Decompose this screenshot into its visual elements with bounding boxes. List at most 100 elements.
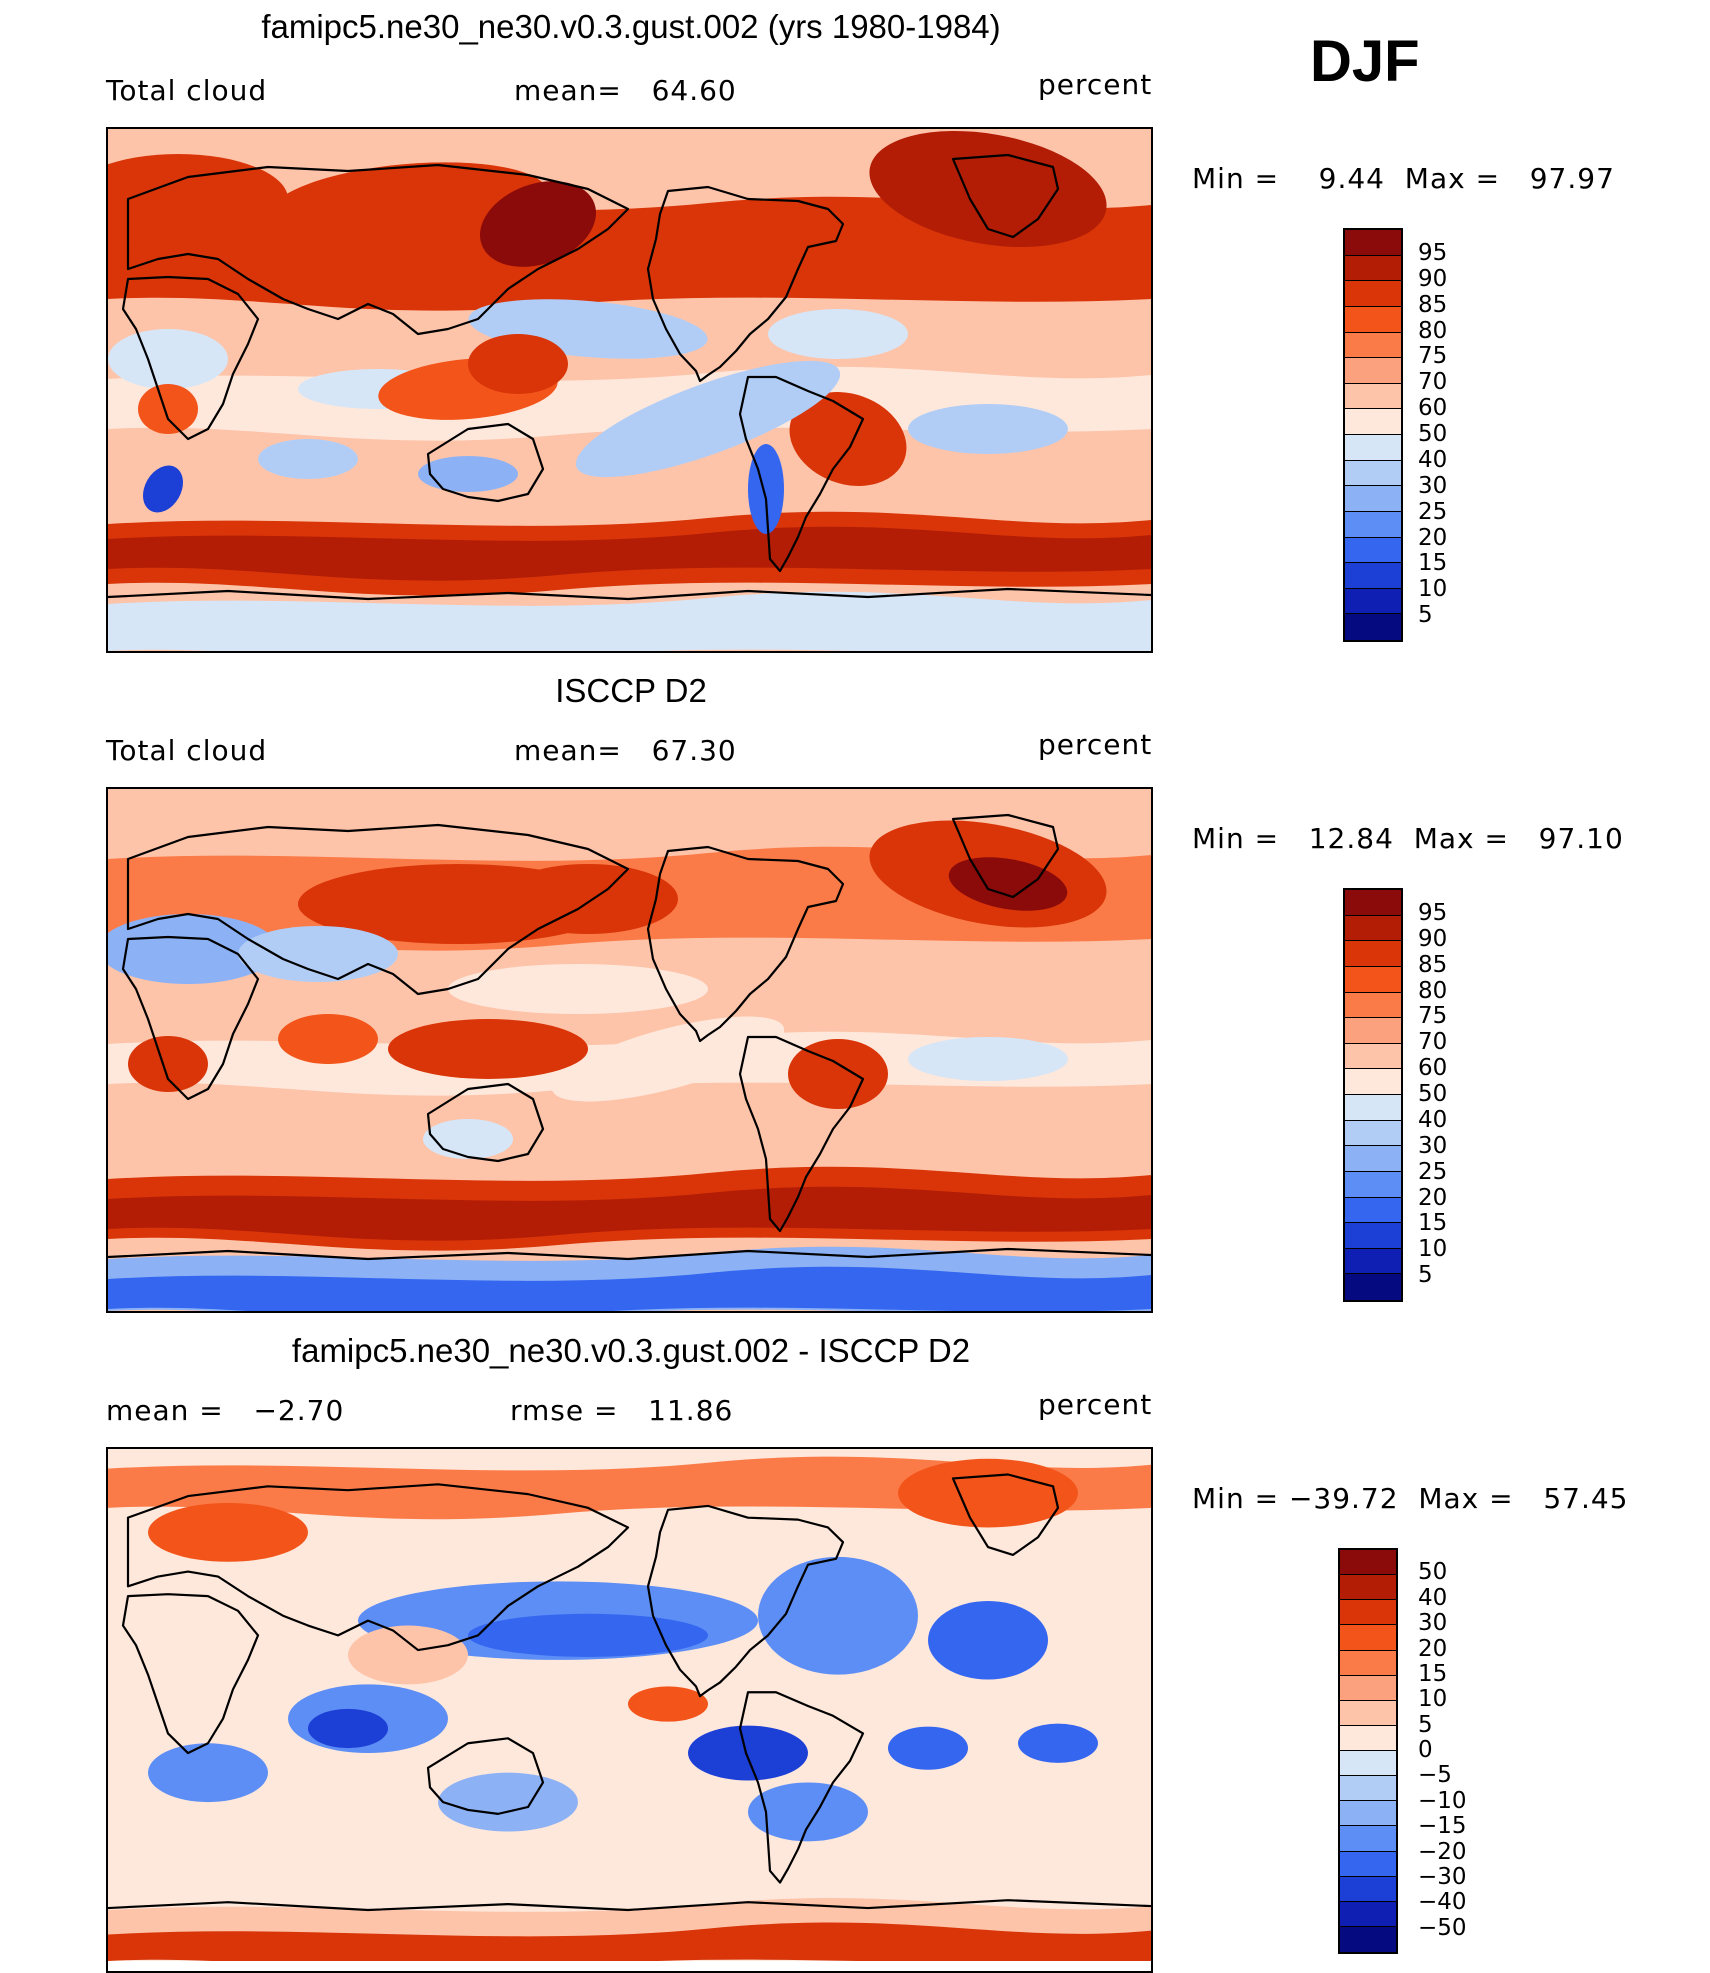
panel-3-units-label: percent xyxy=(1038,1388,1153,1421)
colorbar-swatch xyxy=(1345,1223,1401,1249)
colorbar-swatch xyxy=(1340,1826,1396,1852)
colorbar-swatch xyxy=(1345,537,1401,564)
panel-2-units-label: percent xyxy=(1038,728,1153,761)
colorbar-tick-label: 10 xyxy=(1418,576,1448,603)
panel-2-title: ISCCP D2 xyxy=(555,672,707,709)
colorbar-tick-label: 5 xyxy=(1418,1711,1433,1738)
colorbar-tick-label: −10 xyxy=(1418,1787,1467,1814)
colorbar-swatch xyxy=(1345,306,1401,333)
colorbar-tick-label: 25 xyxy=(1418,1158,1448,1185)
colorbar-tick-label: 80 xyxy=(1418,977,1448,1004)
colorbar-swatch xyxy=(1345,614,1401,640)
colorbar-swatch xyxy=(1345,435,1401,461)
colorbar-tick-label: −50 xyxy=(1418,1914,1467,1941)
colorbar-swatch xyxy=(1340,1550,1396,1576)
colorbar-swatch xyxy=(1340,1901,1396,1927)
colorbar-swatch xyxy=(1340,1751,1396,1777)
colorbar-tick-label: 0 xyxy=(1418,1737,1433,1763)
colorbar-tick-label: 5 xyxy=(1418,602,1433,629)
colorbar-tick-label: 30 xyxy=(1418,1132,1448,1159)
colorbar-tick-label: 5 xyxy=(1418,1262,1433,1289)
colorbar-swatch xyxy=(1340,1700,1396,1726)
colorbar-tick-label: 50 xyxy=(1418,421,1448,447)
colorbar-swatch xyxy=(1340,1675,1396,1701)
colorbar-swatch xyxy=(1345,1120,1401,1147)
colorbar-swatch xyxy=(1340,1801,1396,1827)
panel-1-mean-label: mean= 64.60 xyxy=(514,74,737,107)
panel-1-title: famipc5.ne30_ne30.v0.3.gust.002 (yrs 198… xyxy=(261,8,1001,45)
colorbar-tick-label: 85 xyxy=(1418,291,1448,318)
panel-2-map xyxy=(106,787,1153,1313)
colorbar-swatch xyxy=(1340,1876,1396,1902)
colorbar-tick-label: 60 xyxy=(1418,395,1448,422)
colorbar-swatch xyxy=(1345,915,1401,942)
panel-3-map xyxy=(106,1447,1153,1973)
colorbar-tick-label: 70 xyxy=(1418,369,1448,396)
panel-1-contour-field xyxy=(108,129,1151,651)
colorbar-tick-label: 70 xyxy=(1418,1029,1448,1056)
panel-3-colorbar xyxy=(1338,1548,1398,1954)
colorbar-swatch xyxy=(1340,1650,1396,1676)
season-label: DJF xyxy=(1310,29,1420,94)
panel-2-contour-field xyxy=(108,789,1151,1311)
colorbar-tick-label: −20 xyxy=(1418,1838,1467,1865)
colorbar-swatch xyxy=(1345,1069,1401,1095)
colorbar-swatch xyxy=(1345,941,1401,967)
colorbar-tick-label: 15 xyxy=(1418,1210,1448,1237)
colorbar-swatch xyxy=(1340,1600,1396,1626)
colorbar-tick-label: 90 xyxy=(1418,265,1448,292)
colorbar-swatch xyxy=(1345,255,1401,282)
colorbar-tick-label: 80 xyxy=(1418,317,1448,344)
panel-1-units-label: percent xyxy=(1038,68,1153,101)
colorbar-tick-label: 50 xyxy=(1418,1081,1448,1107)
panel-1-minmax: Min = 9.44 Max = 97.97 xyxy=(1192,162,1615,195)
colorbar-swatch xyxy=(1345,1197,1401,1224)
panel-1-left-label: Total cloud xyxy=(106,74,268,107)
panel-1-map xyxy=(106,127,1153,653)
colorbar-tick-label: −15 xyxy=(1418,1813,1467,1840)
colorbar-swatch xyxy=(1340,1926,1396,1952)
colorbar-swatch xyxy=(1345,460,1401,487)
colorbar-tick-label: 40 xyxy=(1418,1106,1448,1133)
colorbar-swatch xyxy=(1345,511,1401,538)
panel-2-mean-label: mean= 67.30 xyxy=(514,734,737,767)
colorbar-tick-label: 40 xyxy=(1418,1584,1448,1611)
colorbar-tick-label: −40 xyxy=(1418,1889,1467,1916)
colorbar-swatch xyxy=(1345,409,1401,435)
colorbar-swatch xyxy=(1345,383,1401,410)
colorbar-swatch xyxy=(1340,1575,1396,1601)
colorbar-tick-label: 75 xyxy=(1418,1003,1448,1030)
colorbar-tick-label: 50 xyxy=(1418,1559,1448,1586)
panel-3-title: famipc5.ne30_ne30.v0.3.gust.002 - ISCCP … xyxy=(291,1332,971,1369)
colorbar-tick-label: 95 xyxy=(1418,239,1448,266)
panel-1-colorbar xyxy=(1343,228,1403,642)
panel-3-rmse-label: rmse = 11.86 xyxy=(510,1394,734,1427)
colorbar-tick-label: 20 xyxy=(1418,1184,1448,1211)
colorbar-tick-label: 20 xyxy=(1418,524,1448,551)
colorbar-swatch xyxy=(1340,1725,1396,1751)
colorbar-tick-label: 75 xyxy=(1418,343,1448,370)
colorbar-swatch xyxy=(1340,1851,1396,1877)
colorbar-swatch xyxy=(1345,332,1401,359)
colorbar-swatch xyxy=(1345,1043,1401,1070)
colorbar-swatch xyxy=(1345,358,1401,384)
colorbar-tick-label: 25 xyxy=(1418,498,1448,525)
panel-2-colorbar xyxy=(1343,888,1403,1302)
colorbar-swatch xyxy=(1345,1018,1401,1044)
panel-2-left-label: Total cloud xyxy=(106,734,268,767)
colorbar-tick-label: 85 xyxy=(1418,951,1448,978)
colorbar-swatch xyxy=(1340,1776,1396,1802)
colorbar-swatch xyxy=(1345,890,1401,916)
colorbar-tick-label: 10 xyxy=(1418,1236,1448,1263)
panel-3-contour-field xyxy=(108,1449,1151,1961)
colorbar-tick-label: −30 xyxy=(1418,1863,1467,1890)
colorbar-swatch xyxy=(1345,992,1401,1019)
colorbar-tick-label: 15 xyxy=(1418,1660,1448,1687)
colorbar-swatch xyxy=(1345,486,1401,512)
colorbar-swatch xyxy=(1340,1625,1396,1651)
colorbar-swatch xyxy=(1345,1146,1401,1172)
colorbar-swatch xyxy=(1345,1248,1401,1275)
panel-2-minmax: Min = 12.84 Max = 97.10 xyxy=(1192,822,1624,855)
colorbar-tick-label: 40 xyxy=(1418,446,1448,473)
colorbar-swatch xyxy=(1345,1171,1401,1198)
